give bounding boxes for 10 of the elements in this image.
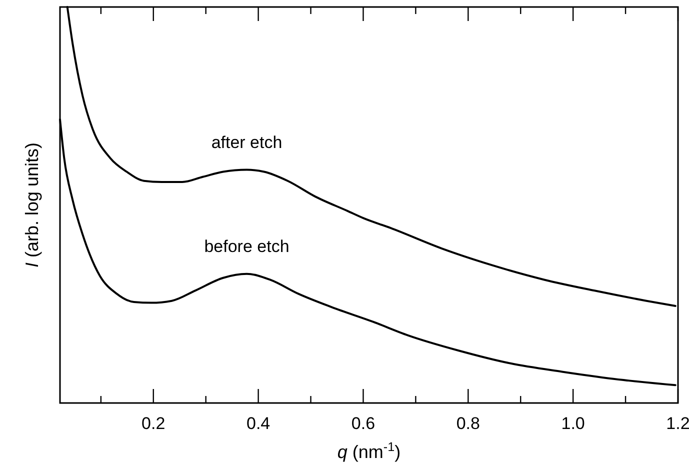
x-tick-label: 1.0: [561, 414, 585, 433]
x-tick-label: 0.4: [246, 414, 270, 433]
x-tick-label: 1.2: [666, 414, 689, 433]
x-axis-title: q (nm$^{-1}$): [337, 440, 401, 462]
series-label: after etch: [211, 132, 282, 152]
y-axis-title: I (arb. log units): [22, 142, 42, 268]
x-tick-label: 0.8: [456, 414, 480, 433]
series-label: before etch: [204, 236, 290, 256]
x-tick-label: 0.2: [142, 414, 166, 433]
x-tick-label: 0.6: [351, 414, 376, 433]
